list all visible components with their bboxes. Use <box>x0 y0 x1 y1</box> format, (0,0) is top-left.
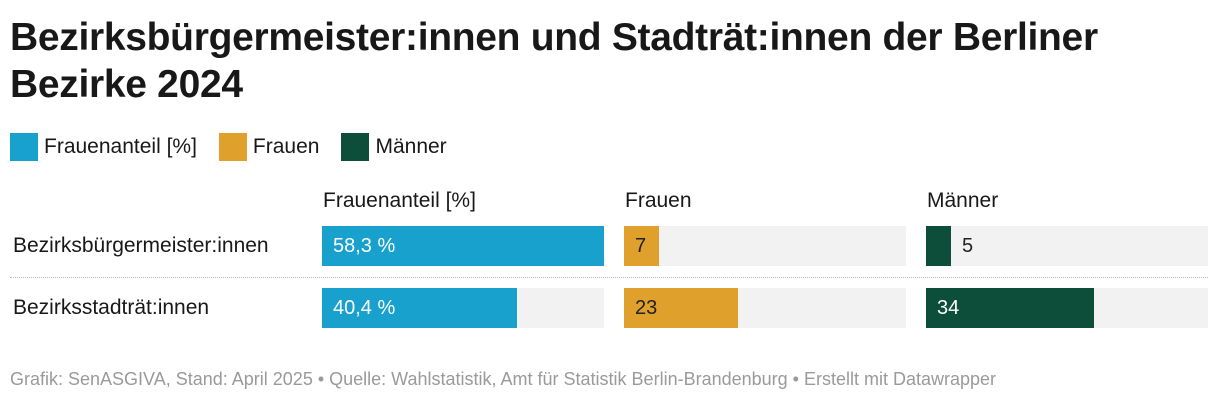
track-frauen-row2: 23 <box>624 288 906 328</box>
value-label-maenner-row1: 5 <box>962 235 974 257</box>
row-separator <box>10 277 1208 278</box>
legend-swatch-frauen <box>218 133 247 161</box>
legend-label-frauen: Frauen <box>252 135 320 158</box>
legend-label-maenner: Männer <box>375 135 447 158</box>
column-header-maenner: Männer <box>927 189 999 212</box>
bar-frauen-row1 <box>624 226 659 266</box>
legend: Frauenanteil [%] Frauen Männer <box>10 132 469 162</box>
row-label-bezirksbuergermeister: Bezirksbürgermeister:innen <box>13 234 269 257</box>
track-frauenanteil-row2: 40,4 % <box>322 288 604 328</box>
legend-label-frauenanteil: Frauenanteil [%] <box>44 135 197 158</box>
legend-item-frauen: Frauen <box>218 133 320 161</box>
value-label-frauenanteil-row2: 40,4 % <box>333 297 396 319</box>
column-header-frauen: Frauen <box>625 189 692 212</box>
row-label-bezirksstadtraete: Bezirksstadträt:innen <box>13 296 210 319</box>
value-label-frauen-row2: 23 <box>635 297 658 319</box>
bar-maenner-row2 <box>926 288 1094 328</box>
chart-title: Bezirksbürgermeister:innen und Stadträt:… <box>10 16 1098 106</box>
bar-maenner-row1 <box>926 226 951 266</box>
bar-frauenanteil-row1 <box>322 226 604 266</box>
track-frauenanteil-row1: 58,3 % <box>322 226 604 266</box>
legend-item-frauenanteil: Frauenanteil [%] <box>10 133 197 161</box>
bar-frauenanteil-row2 <box>322 288 517 328</box>
footer-source: Grafik: SenASGIVA, Stand: April 2025 • Q… <box>10 369 997 389</box>
track-maenner-row1: 5 <box>926 226 1208 266</box>
track-maenner-row2: 34 <box>926 288 1208 328</box>
column-header-frauenanteil: Frauenanteil [%] <box>323 189 476 212</box>
track-frauen-row1: 7 <box>624 226 906 266</box>
legend-item-maenner: Männer <box>341 133 447 161</box>
value-label-frauen-row1: 7 <box>635 235 647 257</box>
value-label-frauenanteil-row1: 58,3 % <box>333 235 396 257</box>
legend-swatch-maenner <box>341 133 370 161</box>
value-label-maenner-row2: 34 <box>937 297 960 319</box>
bar-frauen-row2 <box>624 288 738 328</box>
legend-swatch-frauenanteil <box>10 133 38 161</box>
